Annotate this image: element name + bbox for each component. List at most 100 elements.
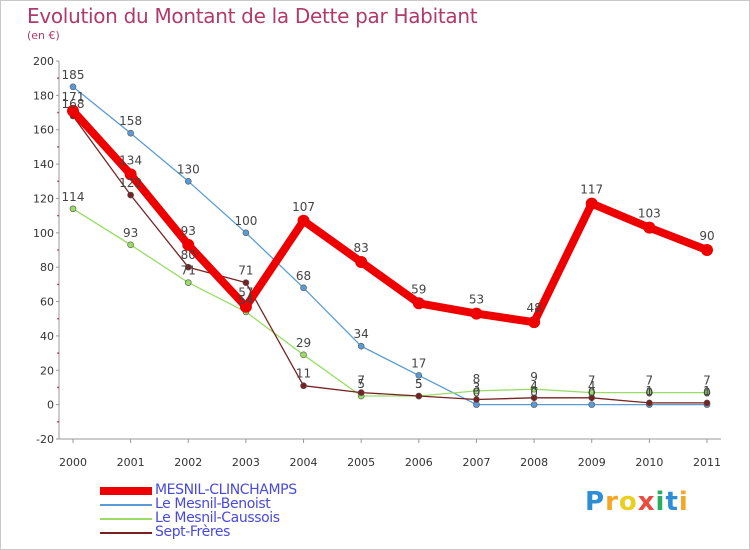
y-tick-label: 40 bbox=[40, 330, 54, 343]
data-label: 158 bbox=[119, 114, 142, 128]
x-tick-label: 2000 bbox=[59, 456, 87, 469]
data-label: 0 bbox=[646, 386, 654, 400]
y-tick-label: 60 bbox=[40, 296, 54, 309]
data-point bbox=[69, 205, 77, 213]
data-label: 168 bbox=[62, 97, 85, 111]
y-tick-label: 120 bbox=[33, 192, 54, 205]
y-minor-tick bbox=[57, 283, 59, 286]
y-tick-label: 0 bbox=[47, 399, 54, 412]
data-label: 9 bbox=[530, 370, 538, 384]
data-label: 83 bbox=[354, 241, 369, 255]
data-label: 7 bbox=[703, 374, 711, 388]
data-label: 122 bbox=[119, 176, 142, 190]
series-line bbox=[69, 106, 711, 327]
data-point bbox=[646, 399, 653, 407]
y-minor-tick bbox=[57, 77, 59, 80]
data-point bbox=[530, 385, 538, 393]
logo-letter: P bbox=[585, 487, 606, 517]
y-minor-tick bbox=[57, 111, 59, 114]
data-label: 130 bbox=[177, 162, 200, 176]
data-label: 90 bbox=[699, 229, 714, 243]
data-label: 17 bbox=[411, 356, 426, 370]
legend-label: Le Mesnil-Caussois bbox=[155, 510, 280, 526]
data-point bbox=[470, 307, 483, 320]
data-point bbox=[643, 221, 656, 234]
data-point bbox=[184, 177, 192, 185]
x-tick-label: 2010 bbox=[635, 456, 663, 469]
data-label: 29 bbox=[296, 336, 311, 350]
legend-label: Le Mesnil-Benoist bbox=[155, 496, 271, 512]
data-point bbox=[703, 399, 711, 407]
data-label: 4 bbox=[588, 379, 596, 393]
data-point bbox=[182, 238, 195, 251]
x-tick-label: 2005 bbox=[347, 456, 375, 469]
data-point bbox=[300, 284, 307, 292]
data-label: 3 bbox=[473, 380, 481, 394]
proxiti-logo: Proxiti bbox=[585, 487, 689, 517]
y-tick-label: 160 bbox=[33, 124, 54, 137]
data-label: 59 bbox=[411, 282, 426, 296]
y-minor-tick bbox=[57, 386, 59, 389]
data-point bbox=[355, 256, 368, 269]
legend-swatch bbox=[100, 532, 152, 534]
data-label: 71 bbox=[238, 264, 253, 278]
data-point bbox=[528, 316, 541, 329]
x-tick-label: 2004 bbox=[290, 456, 318, 469]
data-point bbox=[412, 297, 425, 310]
data-point bbox=[530, 394, 538, 402]
series-line bbox=[72, 86, 708, 406]
series-line bbox=[72, 115, 708, 404]
x-tick-label: 2006 bbox=[405, 456, 433, 469]
legend-swatch bbox=[100, 487, 152, 495]
data-point bbox=[67, 104, 79, 117]
data-point bbox=[473, 387, 480, 395]
legend-swatch bbox=[100, 504, 152, 506]
data-label: 34 bbox=[354, 327, 369, 341]
data-label: 171 bbox=[62, 90, 85, 104]
legend-swatch bbox=[100, 518, 152, 520]
data-point bbox=[415, 372, 423, 379]
data-label: 5 bbox=[415, 377, 423, 391]
x-tick-label: 2007 bbox=[462, 456, 490, 469]
logo-letter: o bbox=[618, 487, 638, 517]
data-label: 4 bbox=[530, 379, 538, 393]
data-point bbox=[239, 300, 252, 313]
data-point bbox=[297, 214, 310, 227]
y-minor-tick bbox=[57, 352, 59, 354]
data-label: 93 bbox=[181, 224, 196, 238]
series-line bbox=[72, 208, 708, 397]
logo-letter: r bbox=[605, 487, 619, 517]
data-label: 103 bbox=[638, 207, 661, 221]
y-tick-label: 200 bbox=[33, 55, 54, 68]
data-label: 54 bbox=[238, 293, 253, 307]
data-point bbox=[127, 191, 134, 199]
data-label: 48 bbox=[526, 301, 541, 315]
x-tick-label: 2011 bbox=[693, 456, 721, 469]
x-tick-label: 2002 bbox=[174, 456, 202, 469]
data-point bbox=[357, 389, 365, 396]
y-tick-label: 80 bbox=[40, 261, 54, 274]
y-tick-label: 20 bbox=[40, 364, 54, 377]
data-label: 57 bbox=[238, 286, 253, 300]
y-minor-tick bbox=[57, 180, 59, 183]
x-tick-label: 2009 bbox=[578, 456, 606, 469]
data-point bbox=[585, 197, 598, 210]
data-point bbox=[127, 241, 134, 249]
y-minor-tick bbox=[57, 420, 59, 423]
data-point bbox=[703, 389, 711, 396]
data-point bbox=[124, 168, 137, 181]
y-minor-tick bbox=[57, 214, 59, 217]
logo-letter: i bbox=[678, 487, 689, 517]
data-label: 117 bbox=[580, 183, 603, 197]
data-point bbox=[701, 244, 713, 256]
y-minor-tick bbox=[57, 249, 59, 251]
x-tick-label: 2003 bbox=[232, 456, 260, 469]
x-tick-label: 2001 bbox=[117, 456, 145, 469]
y-tick-label: 140 bbox=[33, 158, 54, 171]
y-minor-tick bbox=[57, 317, 59, 320]
data-point bbox=[127, 129, 134, 137]
legend-label: Sept-Frères bbox=[155, 524, 230, 540]
data-label: 114 bbox=[62, 190, 85, 204]
data-label: 0 bbox=[530, 386, 538, 400]
data-label: 80 bbox=[181, 248, 196, 262]
